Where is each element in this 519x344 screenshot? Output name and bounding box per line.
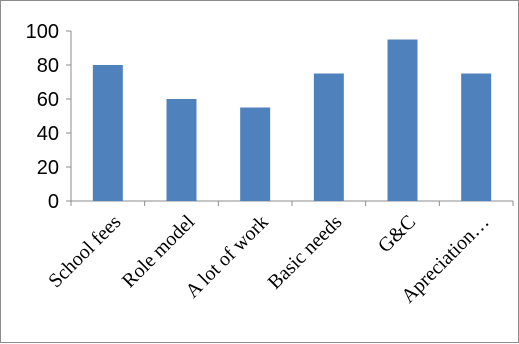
x-tick-label: Basic needs bbox=[264, 211, 347, 294]
x-tick-label: G&C bbox=[374, 211, 420, 257]
y-tick-label: 40 bbox=[37, 123, 59, 145]
bar bbox=[92, 65, 123, 201]
bar bbox=[387, 39, 418, 201]
y-tick-label: 80 bbox=[37, 55, 59, 77]
bar bbox=[461, 73, 492, 201]
y-tick-label: 100 bbox=[26, 21, 59, 43]
y-tick-label: 20 bbox=[37, 157, 59, 179]
y-tick-label: 0 bbox=[48, 191, 59, 213]
bar bbox=[313, 73, 344, 201]
x-tick-label: School fees bbox=[44, 211, 125, 292]
bar bbox=[166, 99, 197, 201]
y-tick-label: 60 bbox=[37, 89, 59, 111]
bar bbox=[240, 107, 271, 201]
